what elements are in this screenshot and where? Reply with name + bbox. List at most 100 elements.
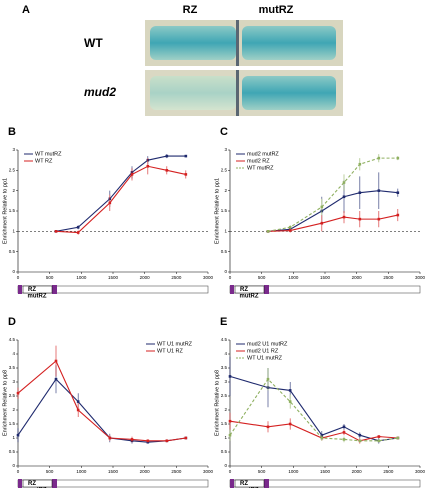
- y-tick-label: 0: [12, 269, 15, 274]
- x-tick-label: 2500: [171, 275, 182, 280]
- y-tick-label: 1.5: [9, 421, 16, 426]
- y-tick-label: 4: [224, 351, 227, 356]
- x-tick-label: 0: [17, 275, 20, 280]
- diagram-label: RZ: [240, 287, 248, 293]
- panel-label: B: [8, 126, 16, 138]
- x-tick-label: 2500: [383, 469, 394, 474]
- column-label: mutRZ: [259, 4, 294, 16]
- data-point: [288, 229, 292, 232]
- series-line: [229, 375, 398, 442]
- y-tick-label: 1.5: [9, 208, 16, 213]
- gene-exon: [264, 285, 269, 294]
- x-tick-label: 2000: [352, 469, 363, 474]
- data-point: [342, 215, 346, 219]
- x-tick-label: 2000: [352, 275, 363, 280]
- y-tick-label: 3: [224, 379, 227, 384]
- gene-region: [234, 285, 265, 294]
- gene-exon: [230, 479, 234, 488]
- gene-exon: [264, 479, 269, 488]
- series-line: [267, 214, 398, 232]
- data-point: [288, 225, 292, 229]
- y-tick-label: 4: [12, 351, 15, 356]
- gene-region: [22, 285, 53, 294]
- data-point: [396, 156, 400, 160]
- data-point: [54, 377, 58, 381]
- data-point: [266, 425, 270, 429]
- data-point: [76, 225, 80, 229]
- gene-exon: [52, 479, 57, 488]
- y-tick-label: 4.5: [9, 337, 16, 342]
- series-line: [17, 360, 186, 442]
- y-axis-label: Enrichment Relative to pp1: [2, 178, 8, 244]
- panel-label: D: [8, 316, 16, 328]
- data-point: [165, 154, 169, 158]
- y-tick-label: 2: [224, 407, 227, 412]
- x-tick-label: 500: [258, 469, 266, 474]
- y-tick-label: 3: [224, 147, 227, 152]
- x-tick-label: 1000: [288, 275, 299, 280]
- y-tick-label: 1: [224, 229, 227, 234]
- diagram-label: mutRZ: [28, 294, 47, 300]
- data-point: [228, 433, 232, 437]
- x-tick-label: 1000: [76, 275, 87, 280]
- data-point: [76, 408, 80, 412]
- legend-label: mud2 U1 mutRZ: [247, 341, 288, 347]
- column-label: RZ: [183, 4, 198, 16]
- y-axis-label: Enrichment Relative to pp8: [214, 370, 220, 436]
- data-point: [342, 195, 346, 199]
- y-tick-label: 2.5: [221, 393, 228, 398]
- x-tick-label: 500: [258, 275, 266, 280]
- data-point: [266, 377, 270, 381]
- y-tick-label: 0.5: [221, 449, 228, 454]
- data-point: [76, 231, 80, 234]
- data-point: [16, 391, 20, 395]
- data-point: [288, 400, 292, 403]
- y-tick-label: 2.5: [9, 168, 16, 173]
- gene-exon: [18, 479, 22, 488]
- y-tick-label: 3.5: [221, 365, 228, 370]
- data-point: [184, 436, 188, 440]
- legend-label: mud2 U1 RZ: [247, 348, 279, 354]
- data-point: [288, 422, 292, 426]
- panel-label: C: [220, 126, 228, 138]
- data-point: [54, 230, 58, 233]
- data-point: [288, 389, 292, 392]
- data-point: [320, 436, 324, 440]
- x-tick-label: 500: [46, 469, 54, 474]
- panel-label: E: [220, 316, 227, 328]
- data-point: [342, 431, 346, 434]
- diagram-label: RZ: [28, 287, 36, 293]
- data-point: [358, 191, 362, 194]
- y-tick-label: 1: [12, 435, 15, 440]
- x-tick-label: 0: [229, 469, 232, 474]
- y-tick-label: 0: [224, 269, 227, 274]
- data-point: [165, 439, 169, 443]
- y-tick-label: 2: [224, 188, 227, 193]
- legend-label: WT RZ: [35, 158, 53, 164]
- y-tick-label: 1: [224, 435, 227, 440]
- data-point: [108, 201, 112, 205]
- x-tick-label: 3000: [203, 275, 214, 280]
- data-point: [377, 217, 381, 221]
- y-tick-label: 1: [12, 229, 15, 234]
- row-label: mud2: [84, 85, 116, 99]
- panel-label: A: [22, 4, 30, 16]
- data-point: [377, 156, 381, 160]
- x-tick-label: 0: [229, 275, 232, 280]
- data-point: [228, 419, 232, 423]
- y-tick-label: 3: [12, 379, 15, 384]
- x-tick-label: 2500: [171, 469, 182, 474]
- series-line: [55, 155, 186, 232]
- legend-label: WT U1 mutRZ: [157, 341, 193, 347]
- x-tick-label: 2000: [140, 275, 151, 280]
- data-point: [266, 230, 270, 233]
- data-point: [76, 400, 80, 403]
- data-point: [377, 189, 381, 192]
- y-tick-label: 1.5: [221, 421, 228, 426]
- data-point: [130, 173, 134, 176]
- data-point: [396, 436, 400, 440]
- data-point: [358, 433, 362, 437]
- data-point: [108, 436, 112, 440]
- y-tick-label: 4.5: [221, 337, 228, 342]
- x-tick-label: 0: [17, 469, 20, 474]
